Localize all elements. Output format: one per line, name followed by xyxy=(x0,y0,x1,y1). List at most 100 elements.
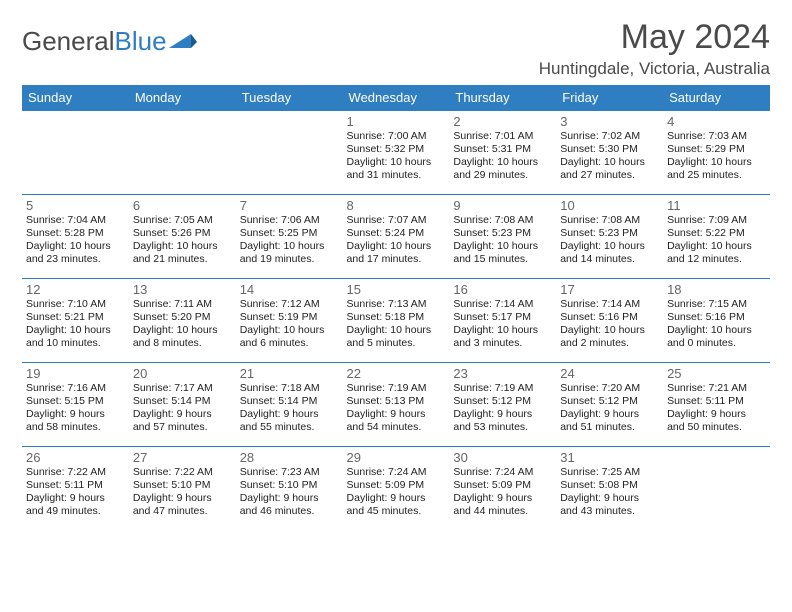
day-number: 4 xyxy=(667,114,766,129)
day-info: Sunrise: 7:12 AMSunset: 5:19 PMDaylight:… xyxy=(240,298,339,351)
day-info: Sunrise: 7:19 AMSunset: 5:13 PMDaylight:… xyxy=(347,382,446,435)
day-info: Sunrise: 7:23 AMSunset: 5:10 PMDaylight:… xyxy=(240,466,339,519)
day-info: Sunrise: 7:14 AMSunset: 5:16 PMDaylight:… xyxy=(560,298,659,351)
day-info: Sunrise: 7:22 AMSunset: 5:10 PMDaylight:… xyxy=(133,466,232,519)
day-number: 20 xyxy=(133,366,232,381)
day-number: 11 xyxy=(667,198,766,213)
calendar-week-row: 5Sunrise: 7:04 AMSunset: 5:28 PMDaylight… xyxy=(22,195,770,279)
day-info: Sunrise: 7:08 AMSunset: 5:23 PMDaylight:… xyxy=(453,214,552,267)
calendar-cell xyxy=(663,447,770,531)
day-info: Sunrise: 7:11 AMSunset: 5:20 PMDaylight:… xyxy=(133,298,232,351)
calendar-cell: 19Sunrise: 7:16 AMSunset: 5:15 PMDayligh… xyxy=(22,363,129,447)
calendar-cell: 27Sunrise: 7:22 AMSunset: 5:10 PMDayligh… xyxy=(129,447,236,531)
calendar-week-row: 19Sunrise: 7:16 AMSunset: 5:15 PMDayligh… xyxy=(22,363,770,447)
day-number: 19 xyxy=(26,366,125,381)
day-info: Sunrise: 7:19 AMSunset: 5:12 PMDaylight:… xyxy=(453,382,552,435)
calendar-cell: 11Sunrise: 7:09 AMSunset: 5:22 PMDayligh… xyxy=(663,195,770,279)
day-number: 14 xyxy=(240,282,339,297)
logo-mark-icon xyxy=(169,26,197,57)
day-info: Sunrise: 7:22 AMSunset: 5:11 PMDaylight:… xyxy=(26,466,125,519)
calendar-cell: 4Sunrise: 7:03 AMSunset: 5:29 PMDaylight… xyxy=(663,111,770,195)
calendar-cell: 6Sunrise: 7:05 AMSunset: 5:26 PMDaylight… xyxy=(129,195,236,279)
day-number: 8 xyxy=(347,198,446,213)
calendar-week-row: 26Sunrise: 7:22 AMSunset: 5:11 PMDayligh… xyxy=(22,447,770,531)
day-info: Sunrise: 7:13 AMSunset: 5:18 PMDaylight:… xyxy=(347,298,446,351)
calendar-cell: 3Sunrise: 7:02 AMSunset: 5:30 PMDaylight… xyxy=(556,111,663,195)
calendar-cell: 22Sunrise: 7:19 AMSunset: 5:13 PMDayligh… xyxy=(343,363,450,447)
day-info: Sunrise: 7:05 AMSunset: 5:26 PMDaylight:… xyxy=(133,214,232,267)
day-header: Tuesday xyxy=(236,85,343,111)
day-number: 9 xyxy=(453,198,552,213)
day-info: Sunrise: 7:21 AMSunset: 5:11 PMDaylight:… xyxy=(667,382,766,435)
calendar-table: SundayMondayTuesdayWednesdayThursdayFrid… xyxy=(22,85,770,531)
day-info: Sunrise: 7:25 AMSunset: 5:08 PMDaylight:… xyxy=(560,466,659,519)
day-number: 21 xyxy=(240,366,339,381)
day-info: Sunrise: 7:24 AMSunset: 5:09 PMDaylight:… xyxy=(453,466,552,519)
month-title: May 2024 xyxy=(539,18,770,57)
day-info: Sunrise: 7:02 AMSunset: 5:30 PMDaylight:… xyxy=(560,130,659,183)
calendar-cell: 18Sunrise: 7:15 AMSunset: 5:16 PMDayligh… xyxy=(663,279,770,363)
day-number: 28 xyxy=(240,450,339,465)
calendar-cell: 1Sunrise: 7:00 AMSunset: 5:32 PMDaylight… xyxy=(343,111,450,195)
day-number: 24 xyxy=(560,366,659,381)
day-info: Sunrise: 7:18 AMSunset: 5:14 PMDaylight:… xyxy=(240,382,339,435)
calendar-cell: 16Sunrise: 7:14 AMSunset: 5:17 PMDayligh… xyxy=(449,279,556,363)
day-number: 6 xyxy=(133,198,232,213)
calendar-week-row: 1Sunrise: 7:00 AMSunset: 5:32 PMDaylight… xyxy=(22,111,770,195)
calendar-cell: 5Sunrise: 7:04 AMSunset: 5:28 PMDaylight… xyxy=(22,195,129,279)
calendar-cell: 30Sunrise: 7:24 AMSunset: 5:09 PMDayligh… xyxy=(449,447,556,531)
day-number: 3 xyxy=(560,114,659,129)
day-header: Sunday xyxy=(22,85,129,111)
day-info: Sunrise: 7:03 AMSunset: 5:29 PMDaylight:… xyxy=(667,130,766,183)
calendar-cell: 20Sunrise: 7:17 AMSunset: 5:14 PMDayligh… xyxy=(129,363,236,447)
calendar-cell: 23Sunrise: 7:19 AMSunset: 5:12 PMDayligh… xyxy=(449,363,556,447)
day-info: Sunrise: 7:09 AMSunset: 5:22 PMDaylight:… xyxy=(667,214,766,267)
day-number: 13 xyxy=(133,282,232,297)
day-info: Sunrise: 7:14 AMSunset: 5:17 PMDaylight:… xyxy=(453,298,552,351)
calendar-cell: 28Sunrise: 7:23 AMSunset: 5:10 PMDayligh… xyxy=(236,447,343,531)
calendar-cell: 24Sunrise: 7:20 AMSunset: 5:12 PMDayligh… xyxy=(556,363,663,447)
day-number: 10 xyxy=(560,198,659,213)
calendar-cell: 26Sunrise: 7:22 AMSunset: 5:11 PMDayligh… xyxy=(22,447,129,531)
calendar-cell: 7Sunrise: 7:06 AMSunset: 5:25 PMDaylight… xyxy=(236,195,343,279)
day-number: 15 xyxy=(347,282,446,297)
calendar-cell: 13Sunrise: 7:11 AMSunset: 5:20 PMDayligh… xyxy=(129,279,236,363)
day-number: 26 xyxy=(26,450,125,465)
calendar-cell: 25Sunrise: 7:21 AMSunset: 5:11 PMDayligh… xyxy=(663,363,770,447)
calendar-cell: 14Sunrise: 7:12 AMSunset: 5:19 PMDayligh… xyxy=(236,279,343,363)
day-header: Wednesday xyxy=(343,85,450,111)
day-number: 2 xyxy=(453,114,552,129)
day-number: 17 xyxy=(560,282,659,297)
day-number: 31 xyxy=(560,450,659,465)
calendar-cell xyxy=(236,111,343,195)
calendar-cell: 17Sunrise: 7:14 AMSunset: 5:16 PMDayligh… xyxy=(556,279,663,363)
brand-logo: GeneralBlue xyxy=(22,18,197,57)
day-number: 27 xyxy=(133,450,232,465)
calendar-cell: 29Sunrise: 7:24 AMSunset: 5:09 PMDayligh… xyxy=(343,447,450,531)
day-info: Sunrise: 7:06 AMSunset: 5:25 PMDaylight:… xyxy=(240,214,339,267)
day-number: 12 xyxy=(26,282,125,297)
day-header: Thursday xyxy=(449,85,556,111)
calendar-cell xyxy=(22,111,129,195)
day-info: Sunrise: 7:16 AMSunset: 5:15 PMDaylight:… xyxy=(26,382,125,435)
day-number: 18 xyxy=(667,282,766,297)
day-number: 29 xyxy=(347,450,446,465)
day-number: 30 xyxy=(453,450,552,465)
day-number: 7 xyxy=(240,198,339,213)
calendar-cell xyxy=(129,111,236,195)
calendar-head: SundayMondayTuesdayWednesdayThursdayFrid… xyxy=(22,85,770,111)
day-header: Monday xyxy=(129,85,236,111)
day-info: Sunrise: 7:24 AMSunset: 5:09 PMDaylight:… xyxy=(347,466,446,519)
calendar-cell: 2Sunrise: 7:01 AMSunset: 5:31 PMDaylight… xyxy=(449,111,556,195)
day-header: Friday xyxy=(556,85,663,111)
calendar-cell: 10Sunrise: 7:08 AMSunset: 5:23 PMDayligh… xyxy=(556,195,663,279)
day-number: 25 xyxy=(667,366,766,381)
day-info: Sunrise: 7:08 AMSunset: 5:23 PMDaylight:… xyxy=(560,214,659,267)
calendar-week-row: 12Sunrise: 7:10 AMSunset: 5:21 PMDayligh… xyxy=(22,279,770,363)
calendar-cell: 8Sunrise: 7:07 AMSunset: 5:24 PMDaylight… xyxy=(343,195,450,279)
day-info: Sunrise: 7:10 AMSunset: 5:21 PMDaylight:… xyxy=(26,298,125,351)
day-info: Sunrise: 7:01 AMSunset: 5:31 PMDaylight:… xyxy=(453,130,552,183)
title-block: May 2024 Huntingdale, Victoria, Australi… xyxy=(539,18,770,79)
day-number: 16 xyxy=(453,282,552,297)
day-number: 22 xyxy=(347,366,446,381)
